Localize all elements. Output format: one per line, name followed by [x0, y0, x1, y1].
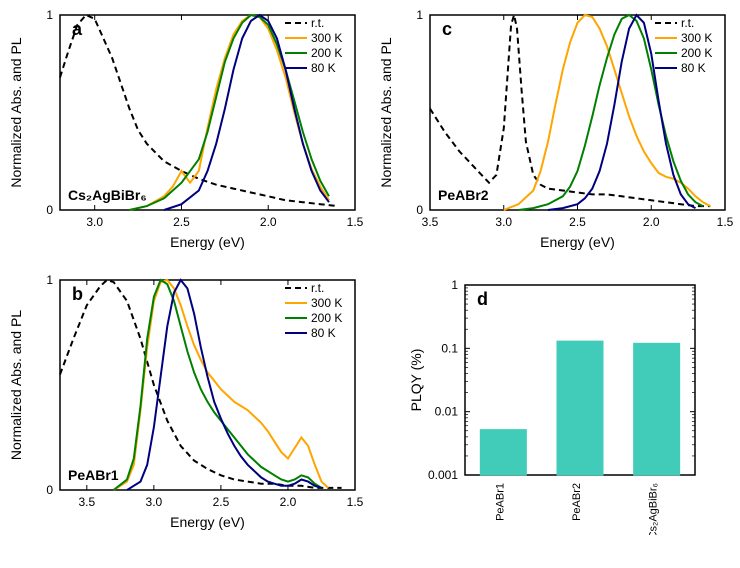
bar: [634, 343, 680, 475]
xtick-label: 3.5: [78, 495, 95, 509]
xtick-label: 2.0: [260, 215, 277, 229]
panel-a: 1.5 2.0 2.5 3.0 0 1 Energy (eV) Normalized Abs.…: [5, 5, 365, 255]
ytick-label: 0.1: [441, 341, 458, 355]
panel-annotation: Cs₂AgBiBr₆: [68, 187, 147, 203]
ytick-label: 0.01: [435, 405, 459, 419]
ylabel: Normalized Abs. and PL: [8, 310, 24, 460]
panel-d: 0.001 0.01 0.1 1 PeABr1 PeABr2 Cs₂AgBiBr₆ PLQY …: [405, 275, 705, 535]
ytick-label: 0: [46, 483, 53, 497]
xtick-label: 1.5: [347, 495, 364, 509]
figure-container: 1.5 2.0 2.5 3.0 0 1 Energy (eV) Normalized Abs.…: [0, 0, 740, 568]
legend-label: 80 K: [311, 326, 336, 340]
xtick-label: 3.0: [86, 215, 103, 229]
bar: [480, 430, 526, 475]
ytick-label: 0: [46, 203, 53, 217]
series-k80: [127, 280, 322, 490]
panel-annotation: PeABr2: [438, 187, 489, 203]
xtick-label: 2.0: [280, 495, 297, 509]
xtick-label: 2.5: [213, 495, 230, 509]
legend-label: 200 K: [311, 46, 342, 60]
xtick-label: 2.5: [173, 215, 190, 229]
series-k300: [114, 280, 329, 490]
series-k300: [504, 15, 711, 210]
series-rt: [60, 280, 342, 488]
legend-label: 80 K: [311, 61, 336, 75]
legend-label: 200 K: [681, 46, 712, 60]
xlabel: Energy (eV): [540, 234, 615, 250]
xtick-label: 1.5: [347, 215, 364, 229]
ylabel: Normalized Abs. and PL: [8, 37, 24, 187]
panel-letter: a: [72, 19, 83, 39]
xtick-label: 2.0: [643, 215, 660, 229]
ylabel: PLQY (%): [408, 349, 424, 412]
ytick-label: 1: [46, 273, 53, 287]
ytick-label: 1: [46, 8, 53, 22]
xlabel: Energy (eV): [170, 234, 245, 250]
legend-label: r.t.: [311, 281, 324, 295]
bar: [557, 341, 603, 475]
legend-label: 300 K: [311, 296, 342, 310]
panel-annotation: PeABr1: [68, 467, 119, 483]
ytick-label: 0: [416, 203, 423, 217]
xtick-label: 1.5: [717, 215, 734, 229]
xtick-label: 2.5: [569, 215, 586, 229]
series-k300: [129, 15, 329, 210]
panel-letter: c: [442, 19, 452, 39]
bar-label: Cs₂AgBiBr₆: [648, 483, 660, 535]
panel-letter: b: [72, 284, 83, 304]
xtick-label: 3.0: [146, 495, 163, 509]
bar-label: PeABr2: [571, 483, 583, 521]
panel-letter: d: [477, 289, 488, 309]
panel-b: 1.5 2.0 2.5 3.0 3.5 0 1 Energy (eV) Normalized A…: [5, 270, 365, 535]
legend-label: r.t.: [681, 16, 694, 30]
xtick-label: 3.0: [495, 215, 512, 229]
ytick-label: 0.001: [428, 468, 458, 482]
legend-label: 300 K: [311, 31, 342, 45]
panel-c: 1.5 2.0 2.5 3.0 3.50 1 Energy (eV) Normalized A…: [375, 5, 735, 255]
bar-label: PeABr1: [494, 483, 506, 521]
legend-label: 80 K: [681, 61, 706, 75]
legend-label: 200 K: [311, 311, 342, 325]
ytick-label: 1: [416, 8, 423, 22]
legend-label: 300 K: [681, 31, 712, 45]
xtick-label: 3.5: [422, 215, 439, 229]
ytick-label: 1: [451, 278, 458, 292]
xlabel: Energy (eV): [170, 514, 245, 530]
legend-label: r.t.: [311, 16, 324, 30]
ylabel: Normalized Abs. and PL: [378, 37, 394, 187]
